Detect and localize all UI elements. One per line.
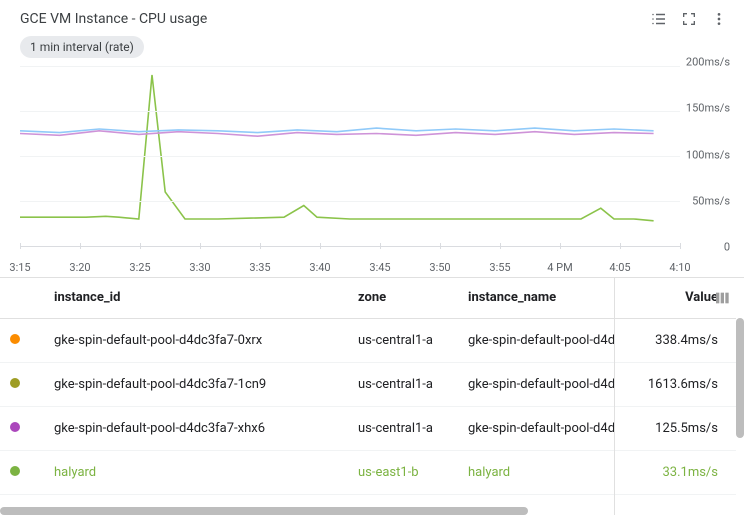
panel-title: GCE VM Instance - CPU usage [20,11,650,27]
table-scroll-left[interactable]: instance_id zone instance_name gke-spin-… [0,278,614,515]
legend-toggle-icon[interactable] [650,10,668,28]
cell-value: 338.4ms/s [615,318,736,362]
cell-value: 125.5ms/s [615,406,736,450]
x-axis-labels: 3:153:203:253:303:353:403:453:503:554 PM… [20,261,680,277]
col-header-marker [0,278,44,318]
table-left: instance_id zone instance_name gke-spin-… [0,278,614,495]
table-row[interactable]: 33.1ms/s [615,450,736,494]
table-row[interactable]: halyardus-east1-bhalyard [0,450,614,494]
cell-instance-id: gke-spin-default-pool-d4dc3fa7-xhx6 [44,406,348,450]
x-axis-label: 3:50 [429,261,450,274]
column-chooser-icon[interactable] [714,290,730,310]
series-color-dot [10,466,20,476]
table-row[interactable]: 1613.6ms/s [615,362,736,406]
horizontal-scrollbar[interactable] [0,507,614,515]
more-options-icon[interactable] [710,10,728,28]
panel-header: GCE VM Instance - CPU usage [0,0,744,36]
legend-table: instance_id zone instance_name gke-spin-… [0,277,744,515]
table-row[interactable]: gke-spin-default-pool-d4dc3fa7-xhx6us-ce… [0,406,614,450]
row-marker [0,362,44,406]
y-axis-labels: 050ms/s100ms/s150ms/s200ms/s [682,62,730,247]
col-header-zone[interactable]: zone [348,278,458,318]
x-axis-ticks [20,249,680,259]
x-axis-label: 3:55 [489,261,510,274]
metrics-panel: GCE VM Instance - CPU usage 1 min interv… [0,0,744,515]
x-axis-label: 3:35 [249,261,270,274]
chart-plot-area [20,66,680,247]
row-marker [0,406,44,450]
chip-row: 1 min interval (rate) [0,36,744,62]
cell-instance-id: halyard [44,450,348,494]
y-axis-label: 0 [724,241,730,254]
x-axis-label: 3:45 [369,261,390,274]
table-fixed-value-column: Value 338.4ms/s1613.6ms/s125.5ms/s33.1ms… [614,278,736,515]
horizontal-scrollbar-thumb[interactable] [0,507,528,515]
col-header-instance-id[interactable]: instance_id [44,278,348,318]
interval-chip[interactable]: 1 min interval (rate) [20,36,144,58]
series-color-dot [10,334,20,344]
cpu-usage-chart: 050ms/s100ms/s150ms/s200ms/s 3:153:203:2… [0,62,744,277]
x-axis-label: 3:40 [309,261,330,274]
chart-series-line [20,75,654,221]
table-row[interactable]: 125.5ms/s [615,406,736,450]
series-color-dot [10,422,20,432]
table-row[interactable]: gke-spin-default-pool-d4dc3fa7-0xrxus-ce… [0,318,614,362]
x-axis-label: 3:15 [9,261,30,274]
cell-instance-id: gke-spin-default-pool-d4dc3fa7-1cn9 [44,362,348,406]
cell-zone: us-east1-b [348,450,458,494]
x-axis-label: 4:10 [669,261,690,274]
cell-value: 33.1ms/s [615,450,736,494]
table-row[interactable]: 338.4ms/s [615,318,736,362]
col-header-instance-name[interactable]: instance_name [458,278,614,318]
cell-instance-id: gke-spin-default-pool-d4dc3fa7-0xrx [44,318,348,362]
series-color-dot [10,378,20,388]
y-axis-label: 100ms/s [686,148,730,161]
cell-instance-name: gke-spin-default-pool-d4d [458,362,614,406]
cell-zone: us-central1-a [348,362,458,406]
vertical-scrollbar-thumb[interactable] [736,318,744,438]
x-axis-label: 4:05 [609,261,630,274]
vertical-scrollbar[interactable] [736,318,744,499]
header-actions [650,10,728,28]
y-axis-label: 150ms/s [686,102,730,115]
table-right: Value 338.4ms/s1613.6ms/s125.5ms/s33.1ms… [615,278,736,495]
x-axis-label: 3:20 [69,261,90,274]
cell-value: 1613.6ms/s [615,362,736,406]
cell-instance-name: gke-spin-default-pool-d4d [458,318,614,362]
x-axis-label: 3:30 [189,261,210,274]
x-axis-label: 4 PM [547,261,572,274]
cell-instance-name: gke-spin-default-pool-d4d [458,406,614,450]
y-axis-label: 50ms/s [692,194,730,207]
cell-instance-name: halyard [458,450,614,494]
table-row[interactable]: gke-spin-default-pool-d4dc3fa7-1cn9us-ce… [0,362,614,406]
fullscreen-icon[interactable] [680,10,698,28]
x-axis-label: 3:25 [129,261,150,274]
row-marker [0,318,44,362]
y-axis-label: 200ms/s [686,56,730,69]
table-header-row: instance_id zone instance_name [0,278,614,318]
cell-zone: us-central1-a [348,318,458,362]
cell-zone: us-central1-a [348,406,458,450]
row-marker [0,450,44,494]
